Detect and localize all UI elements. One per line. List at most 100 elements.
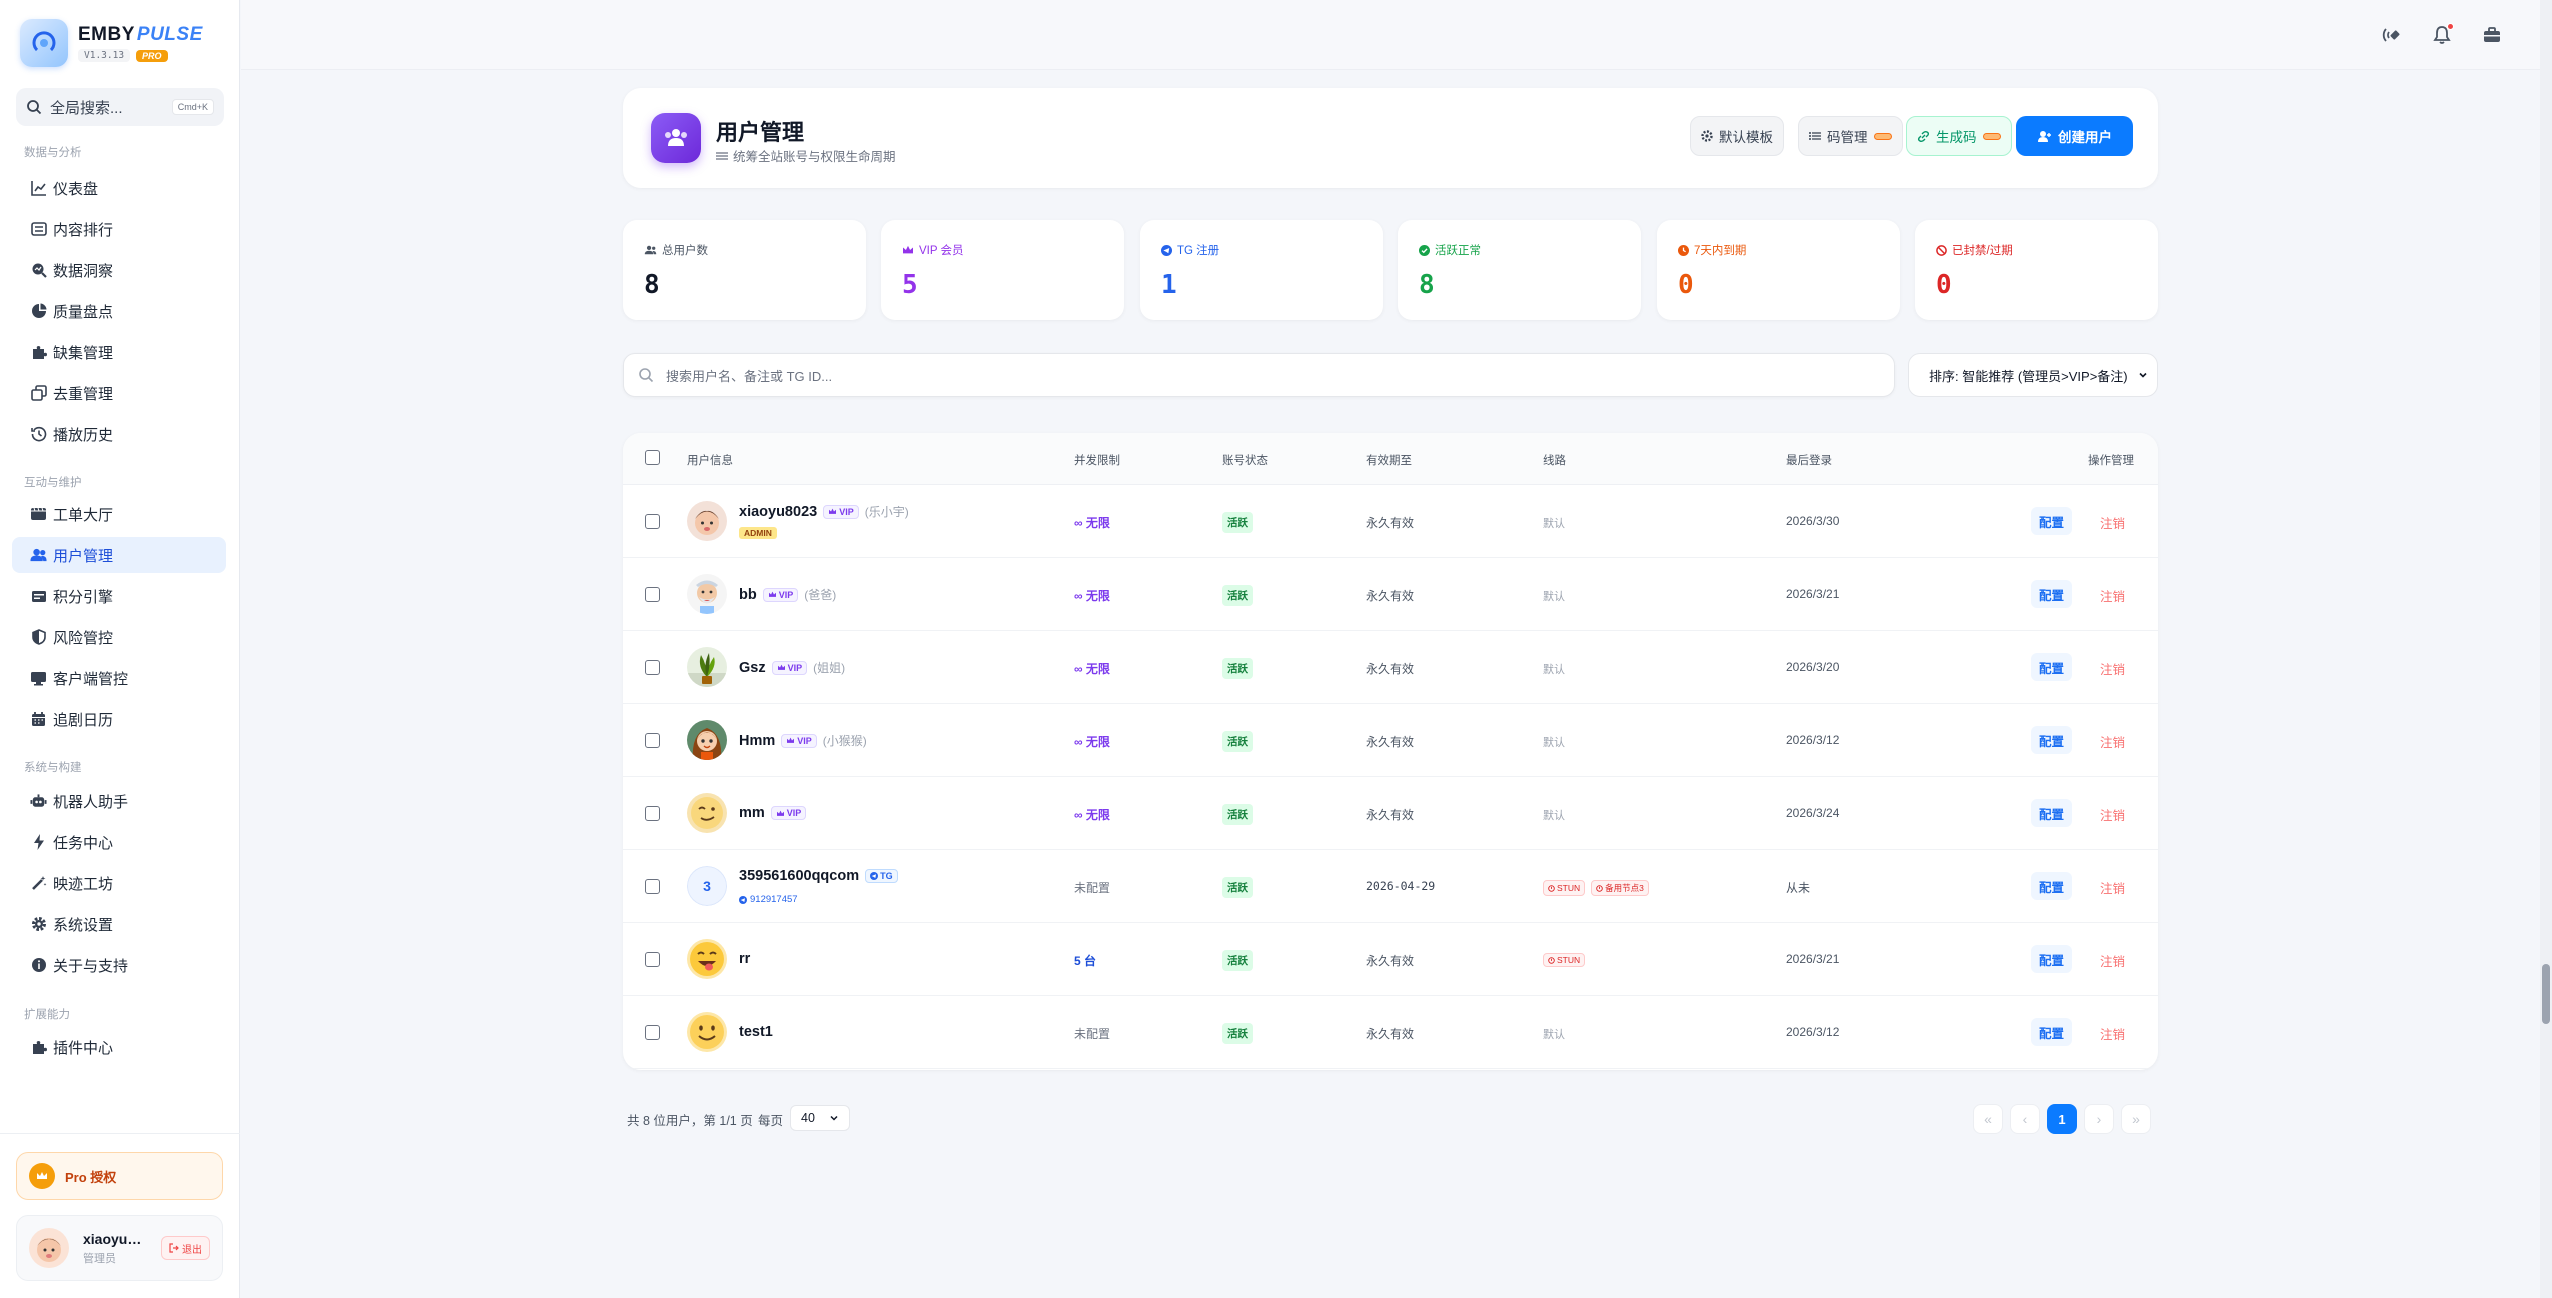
sidebar-item-magnify-chart[interactable]: 数据洞察 [12, 252, 226, 288]
sidebar-item-pie-chart[interactable]: 质量盘点 [12, 293, 226, 329]
avatar: 3 [687, 866, 727, 906]
sidebar-item-points[interactable]: 积分引擎 [12, 578, 226, 614]
sidebar-item-copy[interactable]: 去重管理 [12, 375, 226, 411]
stat-value: 8 [1419, 270, 1435, 300]
sidebar-item-puzzle[interactable]: 插件中心 [12, 1029, 226, 1065]
last-login: 2026/3/24 [1786, 806, 1840, 820]
deactivate-button[interactable]: 注销 [2100, 1028, 2126, 1042]
row-checkbox[interactable] [645, 733, 660, 748]
avatar [687, 647, 727, 687]
scrollbar[interactable] [2540, 0, 2552, 1298]
users-table: 用户信息 并发限制 账号状态 有效期至 线路 最后登录 操作管理 xiaoyu8… [623, 433, 2158, 1070]
sidebar-item-info[interactable]: 关于与支持 [12, 947, 226, 983]
deactivate-button[interactable]: 注销 [2100, 663, 2126, 677]
global-search[interactable]: 全局搜索... Cmd+K [16, 88, 224, 126]
deactivate-button[interactable]: 注销 [2100, 590, 2126, 604]
line-tag: 备用节点3 [1591, 880, 1649, 896]
row-checkbox[interactable] [645, 1025, 660, 1040]
table-row[interactable]: xiaoyu8023 VIP (乐小宇) ADMIN ∞ 无限 活跃 永久有效 默认… [623, 485, 2158, 558]
stat-card: 活跃正常 8 [1398, 220, 1641, 320]
crown-icon [777, 664, 786, 671]
page-1-button[interactable]: 1 [2047, 1104, 2077, 1134]
table-row[interactable]: Gsz VIP (姐姐) ∞ 无限 活跃 永久有效 默认 2026/3/20 配置 … [623, 631, 2158, 704]
sort-select[interactable]: 排序: 智能推荐 (管理员>VIP>备注) [1908, 353, 2158, 397]
code-management-button[interactable]: 码管理 [1798, 116, 1903, 156]
per-page-select[interactable]: 40 [790, 1105, 850, 1131]
first-page-button[interactable]: « [1973, 1104, 2003, 1134]
config-button[interactable]: 配置 [2031, 872, 2073, 900]
sidebar-item-puzzle[interactable]: 缺集管理 [12, 334, 226, 370]
vip-badge: VIP [771, 660, 808, 675]
sidebar-item-label: 播放历史 [53, 426, 114, 444]
sidebar-item-label: 机器人助手 [53, 793, 129, 811]
deactivate-button[interactable]: 注销 [2100, 736, 2126, 750]
row-checkbox[interactable] [645, 660, 660, 675]
sidebar-item-chart-line[interactable]: 仪表盘 [12, 170, 226, 206]
deactivate-button[interactable]: 注销 [2100, 517, 2126, 531]
last-page-button[interactable]: » [2121, 1104, 2151, 1134]
user-search-input[interactable]: 搜索用户名、备注或 TG ID... [623, 353, 1895, 397]
config-button[interactable]: 配置 [2031, 507, 2073, 535]
concurrency-limit: ∞ 无限 [1074, 589, 1110, 603]
table-row[interactable]: bb VIP (爸爸) ∞ 无限 活跃 永久有效 默认 2026/3/21 配置 注… [623, 558, 2158, 631]
sidebar-item-gear[interactable]: 系统设置 [12, 906, 226, 942]
create-user-button[interactable]: 创建用户 [2016, 116, 2133, 156]
last-login: 2026/3/12 [1786, 733, 1840, 747]
sidebar-item-history[interactable]: 播放历史 [12, 416, 226, 452]
deactivate-button[interactable]: 注销 [2100, 882, 2126, 896]
sidebar-item-desktop[interactable]: 客户端管控 [12, 660, 226, 696]
admin-badge: ADMIN [739, 527, 777, 539]
generate-code-button[interactable]: 生成码 [1906, 116, 2012, 156]
table-row[interactable]: test1 未配置 活跃 永久有效 默认 2026/3/12 配置 注销 [623, 996, 2158, 1069]
prev-page-button[interactable]: ‹ [2010, 1104, 2040, 1134]
deactivate-button[interactable]: 注销 [2100, 809, 2126, 823]
sidebar-divider [0, 1133, 240, 1134]
pro-license-card[interactable]: Pro 授权 [16, 1152, 223, 1200]
sidebar-item-ranking[interactable]: 内容排行 [12, 211, 226, 247]
sidebar-item-wand[interactable]: 映迹工坊 [12, 865, 226, 901]
bell-icon[interactable] [2429, 22, 2455, 48]
select-all-checkbox[interactable] [645, 450, 660, 465]
user-name: bb [739, 586, 757, 603]
default-template-label: 默认模板 [1719, 130, 1773, 145]
sidebar-item-label: 映迹工坊 [53, 875, 114, 893]
config-button[interactable]: 配置 [2031, 1018, 2073, 1046]
sidebar-item-calendar[interactable]: 追剧日历 [12, 701, 226, 737]
config-button[interactable]: 配置 [2031, 799, 2073, 827]
config-button[interactable]: 配置 [2031, 580, 2073, 608]
sidebar-item-robot[interactable]: 机器人助手 [12, 783, 226, 819]
logout-button[interactable]: 退出 [161, 1236, 210, 1260]
sidebar-item-users[interactable]: 用户管理 [12, 537, 226, 573]
crown-icon [902, 245, 914, 255]
satellite-icon[interactable] [2379, 22, 2405, 48]
table-row[interactable]: mm VIP ∞ 无限 活跃 永久有效 默认 2026/3/24 配置 注销 [623, 777, 2158, 850]
scrollbar-thumb[interactable] [2542, 964, 2550, 1024]
page-header: 用户管理 统筹全站账号与权限生命周期 默认模板 码管理 生成码 创建用户 [623, 88, 2158, 188]
row-checkbox[interactable] [645, 952, 660, 967]
sidebar-group-title: 互动与维护 [24, 477, 82, 489]
table-row[interactable]: 3 359561600qqcom TG 912917457 未配置 活跃 2026… [623, 850, 2158, 923]
sidebar-item-label: 内容排行 [53, 221, 114, 239]
config-button[interactable]: 配置 [2031, 945, 2073, 973]
concurrency-limit: 未配置 [1074, 1027, 1111, 1041]
table-row[interactable]: rr 5 台 活跃 永久有效 STUN 2026/3/21 配置 注销 [623, 923, 2158, 996]
sidebar-item-ticket[interactable]: 工单大厅 [12, 496, 226, 532]
row-checkbox[interactable] [645, 587, 660, 602]
sidebar-item-shield[interactable]: 风险管控 [12, 619, 226, 655]
row-checkbox[interactable] [645, 806, 660, 821]
check-circle-icon [1419, 244, 1430, 256]
stat-label: 7天内到期 [1694, 245, 1747, 257]
brand[interactable]: EMBY PULSE V1.3.13 PRO [20, 18, 203, 68]
row-checkbox[interactable] [645, 514, 660, 529]
default-template-button[interactable]: 默认模板 [1690, 116, 1784, 156]
row-checkbox[interactable] [645, 879, 660, 894]
config-button[interactable]: 配置 [2031, 726, 2073, 754]
deactivate-button[interactable]: 注销 [2100, 955, 2126, 969]
sidebar-item-label: 积分引擎 [53, 588, 114, 606]
toolbox-icon[interactable] [2479, 22, 2505, 48]
config-button[interactable]: 配置 [2031, 653, 2073, 681]
table-row[interactable]: Hmm VIP (小猴猴) ∞ 无限 活跃 永久有效 默认 2026/3/12 配置… [623, 704, 2158, 777]
sidebar-item-bolt[interactable]: 任务中心 [12, 824, 226, 860]
sidebar-group-title: 扩展能力 [24, 1009, 70, 1021]
next-page-button[interactable]: › [2084, 1104, 2114, 1134]
